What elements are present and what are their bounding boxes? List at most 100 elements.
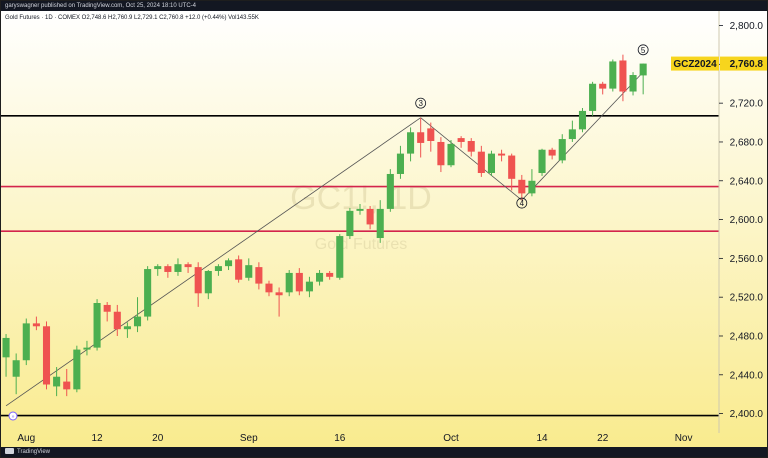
candle-body-45 <box>457 138 465 142</box>
candle-body-1 <box>12 360 20 377</box>
candle-body-26 <box>265 283 273 293</box>
candle-body-29 <box>295 272 303 292</box>
wave-circle-1 <box>516 197 528 209</box>
candle-body-14 <box>144 269 152 317</box>
candle-body-63 <box>639 63 647 76</box>
wave-label-0: 3 <box>418 99 423 108</box>
goto-icon[interactable]: » <box>8 411 18 421</box>
candle-body-55 <box>558 139 566 161</box>
x-tick-label-6: 14 <box>536 433 548 444</box>
y-tick-label-2: 2,720.0 <box>730 99 764 110</box>
x-tick-label-1: 12 <box>92 433 104 444</box>
price-tags: GCZ2024 2,760.8 <box>671 56 767 71</box>
candle-body-42 <box>427 128 435 141</box>
svg-text:»: » <box>12 414 15 420</box>
x-tick-label-3: Sep <box>240 433 258 444</box>
x-tick-label-8: Nov <box>675 433 693 444</box>
candle-body-58 <box>589 83 597 111</box>
y-tick-label-5: 2,600.0 <box>730 215 764 226</box>
candle-body-17 <box>174 264 182 272</box>
candle-body-24 <box>245 265 253 278</box>
candle-body-23 <box>235 259 243 280</box>
ticker-tag-label: GCZ2024 <box>673 59 717 70</box>
y-tick-label-10: 2,400.0 <box>730 409 764 420</box>
x-tick-label-0: Aug <box>17 433 35 444</box>
candle-body-2 <box>22 323 30 361</box>
x-tick-label-2: 20 <box>152 433 164 444</box>
candle-body-28 <box>285 272 293 293</box>
candle-body-32 <box>326 272 334 277</box>
candle-body-9 <box>93 303 101 348</box>
y-tick-label-3: 2,680.0 <box>730 137 764 148</box>
candle-body-5 <box>53 376 61 387</box>
candle-body-15 <box>154 266 162 270</box>
candle-body-41 <box>417 132 425 143</box>
candle-body-46 <box>467 140 475 152</box>
candle-body-61 <box>619 60 627 92</box>
candle-body-33 <box>336 236 344 278</box>
candle-body-0 <box>2 337 10 358</box>
last-price-tag-bg <box>720 56 767 71</box>
candle-body-51 <box>518 179 526 194</box>
candle-body-22 <box>224 260 233 267</box>
y-tick-label-7: 2,520.0 <box>730 293 764 304</box>
wave-circle-2 <box>637 44 649 56</box>
publish-text: garyswagner published on TradingView.com… <box>5 3 196 9</box>
candle-body-50 <box>508 155 516 179</box>
ticker-tag-bg <box>671 56 719 71</box>
x-tick-label-5: Oct <box>443 433 459 444</box>
candle-body-19 <box>194 267 202 294</box>
price-axis: 2,800.02,760.02,720.02,680.02,640.02,600… <box>719 21 763 420</box>
wave-circle-0 <box>415 97 427 109</box>
candle-body-57 <box>578 110 587 130</box>
candle-body-53 <box>538 149 546 174</box>
candle-body-8 <box>83 347 91 350</box>
candle-body-43 <box>437 141 445 166</box>
candle-body-6 <box>63 381 71 390</box>
y-tick-label-0: 2,800.0 <box>730 21 764 32</box>
candle-body-3 <box>32 323 40 327</box>
candle-body-44 <box>447 143 455 166</box>
candle-body-34 <box>346 210 354 237</box>
y-tick-label-9: 2,440.0 <box>730 370 764 381</box>
horizontal-levels <box>1 114 719 417</box>
candle-body-49 <box>498 153 506 156</box>
candles <box>2 54 647 397</box>
candle-body-39 <box>396 153 404 174</box>
time-axis: Aug 12 20 Sep 16 Oct 14 22 Nov <box>17 433 692 444</box>
candle-body-30 <box>305 281 313 292</box>
candle-body-12 <box>123 326 131 330</box>
candle-body-56 <box>568 129 576 140</box>
brand-label: TradingView <box>17 449 51 455</box>
candle-body-47 <box>477 151 485 174</box>
candle-body-18 <box>184 264 192 268</box>
watermark-name: Gold Futures <box>315 236 407 253</box>
trendline-1 <box>420 117 523 201</box>
candle-body-40 <box>407 132 415 154</box>
candle-body-37 <box>376 208 384 239</box>
tradingview-footer: TradingView <box>1 447 767 457</box>
x-tick-label-7: 22 <box>597 433 609 444</box>
candle-body-21 <box>214 266 222 271</box>
y-tick-label-4: 2,640.0 <box>730 176 764 187</box>
price-chart[interactable]: Gold Futures · 1D · COMEX O2,748.6 H2,76… <box>1 11 767 447</box>
candle-body-20 <box>204 270 212 294</box>
candle-body-36 <box>366 208 374 225</box>
watermark-symbol: GC1!, 1D <box>290 179 432 217</box>
candle-body-38 <box>386 173 394 209</box>
candle-body-7 <box>73 349 81 390</box>
wave-label-2: 5 <box>641 46 646 55</box>
candle-body-60 <box>609 61 617 89</box>
candle-body-27 <box>275 292 283 296</box>
last-price-label: 2,760.8 <box>730 59 764 70</box>
candle-body-11 <box>113 311 121 330</box>
wave-labels: 3 4 5 <box>415 44 649 209</box>
candle-body-13 <box>133 316 142 327</box>
candle-body-54 <box>548 149 556 156</box>
candle-body-31 <box>316 272 324 282</box>
candle-body-62 <box>629 75 637 92</box>
wave-label-1: 4 <box>520 199 525 208</box>
x-tick-label-4: 16 <box>334 433 346 444</box>
candle-body-4 <box>42 326 51 385</box>
